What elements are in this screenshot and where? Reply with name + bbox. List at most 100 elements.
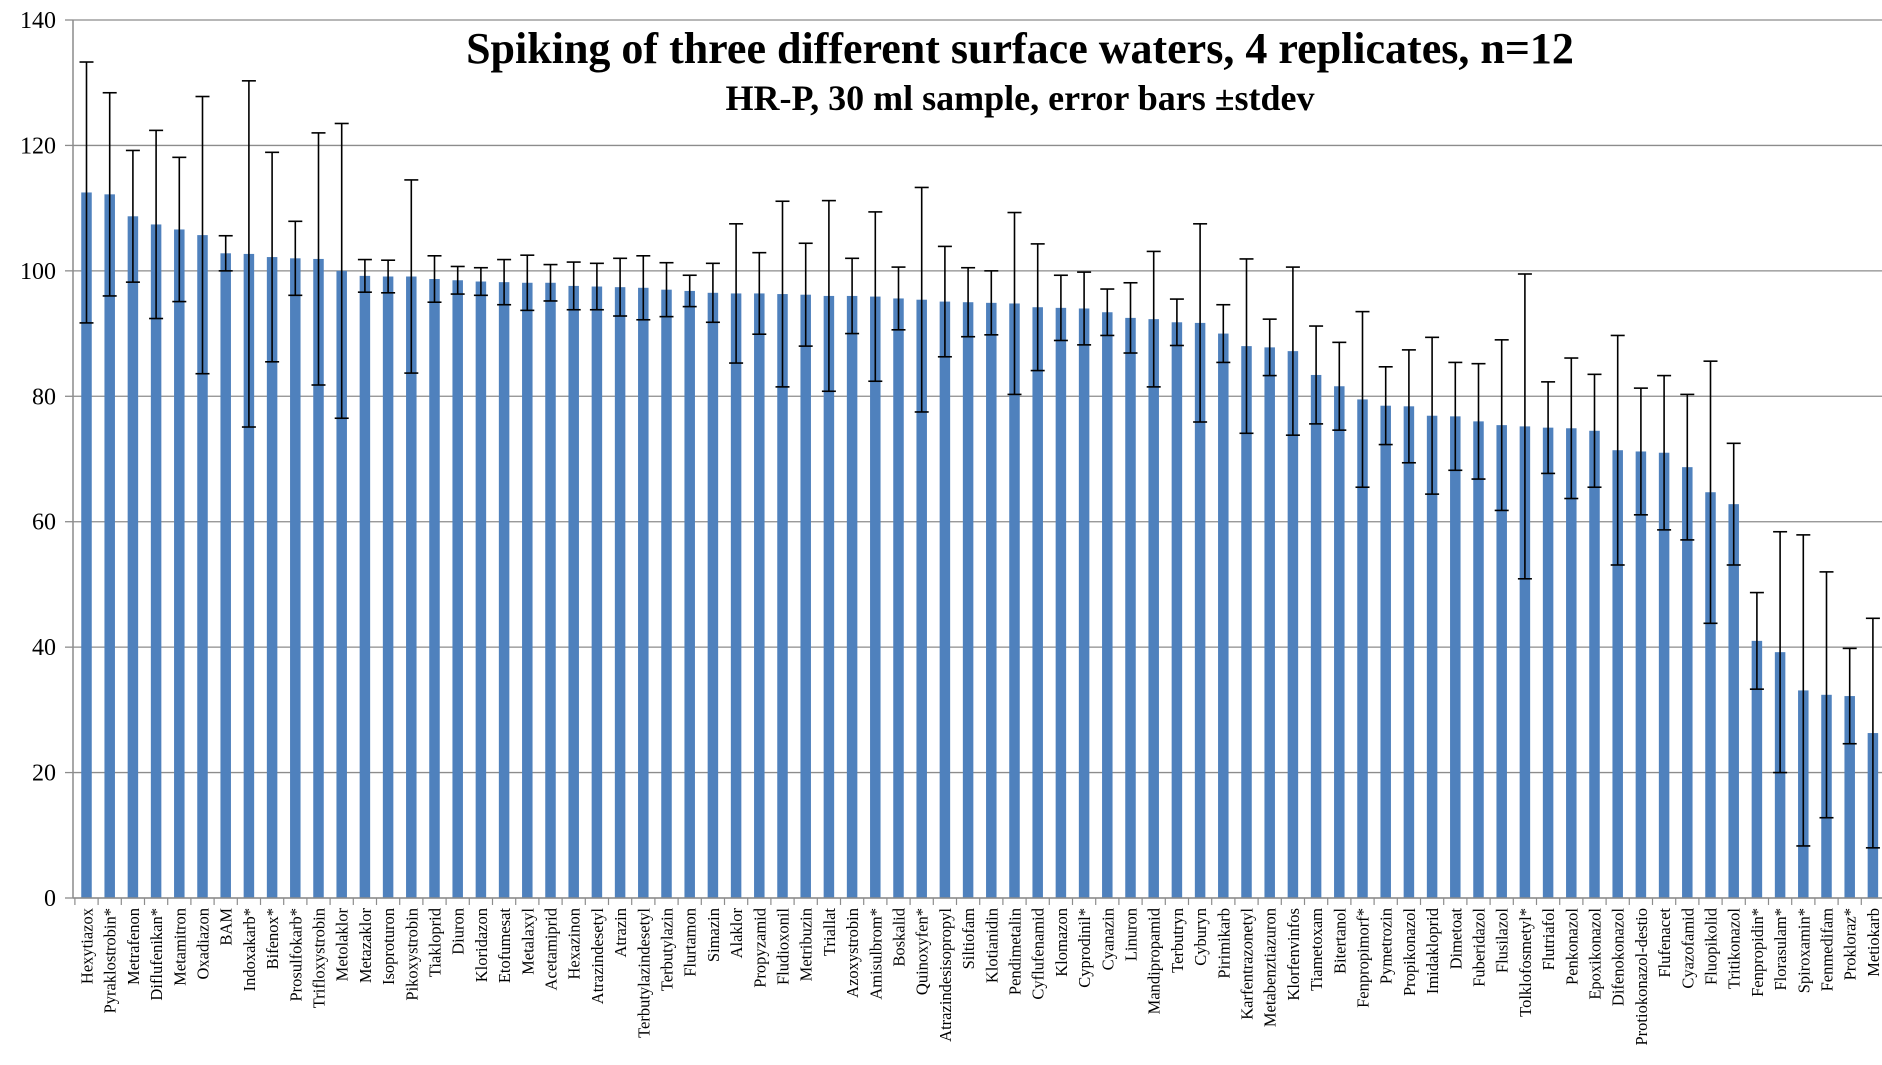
x-tick-label: Tolklofosmetyl*: [1516, 908, 1535, 1017]
error-bar: [1309, 325, 1324, 425]
x-tick-label: Quinoxyfen*: [913, 908, 932, 995]
x-tick-label: Fluopikolid: [1702, 907, 1721, 985]
x-tick-label: Flufenacet: [1655, 908, 1674, 978]
bar: [1403, 406, 1415, 898]
error-bar: [1796, 534, 1811, 847]
x-tick-label: Metrafenon: [124, 908, 143, 985]
bar: [1032, 307, 1043, 898]
error-bar: [729, 223, 744, 364]
x-tick-label: Fenmedifam: [1818, 908, 1837, 992]
bar: [1705, 492, 1716, 898]
error-bar: [172, 156, 187, 303]
y-tick-label: 20: [32, 761, 56, 787]
bar: [962, 302, 974, 898]
x-tick-label: Propikonazol: [1400, 908, 1419, 996]
bar: [754, 293, 765, 898]
error-bar: [1587, 373, 1602, 489]
x-tick-label: Difenokonazol: [1609, 908, 1628, 1006]
bar: [1148, 319, 1159, 898]
error-bar: [149, 129, 164, 320]
bar: [1728, 504, 1739, 898]
bar: [707, 292, 719, 898]
bar: [359, 275, 371, 899]
x-tick-label: Fuberidazol: [1470, 908, 1489, 987]
error-bar: [821, 199, 836, 393]
error-bar: [218, 234, 233, 272]
error-bar: [1680, 393, 1695, 541]
bar: [823, 295, 835, 898]
chart-subtitle: HR-P, 30 ml sample, error bars ±stdev: [725, 78, 1315, 118]
bar: [684, 290, 695, 898]
bar: [1241, 346, 1252, 899]
error-bar: [334, 122, 349, 420]
bar: [730, 293, 742, 898]
x-tick-label: Karfentrazonetyl: [1238, 908, 1257, 1020]
bar: [452, 280, 463, 898]
error-bar: [79, 61, 94, 324]
error-bar: [1819, 571, 1834, 819]
error-bar: [937, 245, 952, 358]
bar: [846, 295, 858, 898]
bar: [475, 281, 487, 899]
bar: [1102, 312, 1113, 899]
error-bar: [1773, 530, 1788, 774]
bar: [81, 192, 92, 898]
bar: [591, 286, 603, 898]
x-tick-label: Isoproturon: [379, 908, 398, 985]
error-bar: [1471, 362, 1486, 480]
error-bar: [195, 95, 210, 375]
y-tick-labels: 0 20 40 60 80 100 120 140: [20, 8, 56, 912]
y-tick-label: 100: [20, 259, 56, 285]
error-bar: [288, 220, 303, 297]
error-bar: [775, 200, 790, 388]
bar: [1496, 425, 1507, 898]
bar: [406, 276, 417, 898]
error-bar: [1216, 303, 1231, 364]
x-tick-label: Hexazinon: [565, 908, 584, 979]
x-tick-label: Pyraklostrobin*: [101, 908, 120, 1013]
error-bar: [404, 179, 419, 374]
x-tick-label: Tritikonazol: [1725, 908, 1744, 989]
x-tick-label: Terbutryn: [1168, 908, 1187, 973]
error-bar: [102, 91, 117, 297]
x-tick-label: Flutriafol: [1539, 908, 1558, 971]
error-bar: [1100, 288, 1115, 337]
x-tick-label: Metabenztiazuron: [1261, 908, 1280, 1027]
x-tick-label: Dimetoat: [1446, 908, 1465, 970]
error-bar: [589, 262, 604, 311]
bar: [1566, 428, 1577, 898]
error-bar: [659, 261, 674, 318]
error-bar: [265, 151, 280, 363]
error-bar: [984, 270, 999, 336]
error-bar: [1448, 361, 1463, 472]
error-bar: [125, 149, 140, 283]
error-bar: [1610, 334, 1625, 566]
error-bar: [473, 266, 488, 297]
x-tick-label: Tiametoxam: [1307, 908, 1326, 991]
error-bar: [1378, 366, 1393, 446]
x-tick-label: Metalaxyl: [518, 908, 537, 975]
bar: [1357, 399, 1368, 898]
error-bar: [520, 254, 535, 312]
x-tick-label: Indoxakarb*: [240, 908, 259, 991]
error-bar: [1262, 318, 1277, 377]
y-tick-label: 120: [20, 133, 56, 159]
x-tick-label: Cyprodinil*: [1075, 908, 1094, 988]
bar: [1450, 416, 1461, 898]
bar: [1612, 450, 1623, 898]
x-tick-label: Pymetrozin: [1377, 908, 1396, 984]
x-tick-label: Prosulfokarb*: [286, 908, 305, 1002]
error-bar: [1123, 281, 1138, 354]
error-bar: [450, 265, 465, 295]
error-bar: [1169, 298, 1184, 347]
x-tick-label: Linuron: [1122, 908, 1141, 961]
x-tick-label: Imidakloprid: [1423, 907, 1442, 994]
x-tick-label: Fludioxonil: [774, 908, 793, 985]
error-bar: [381, 259, 396, 294]
bar: [522, 282, 533, 899]
x-tick-label: Klotianidin: [982, 908, 1001, 983]
x-tick-label: Mandipropamid: [1145, 907, 1164, 1014]
bar: [545, 282, 556, 899]
error-bar: [1726, 442, 1741, 566]
